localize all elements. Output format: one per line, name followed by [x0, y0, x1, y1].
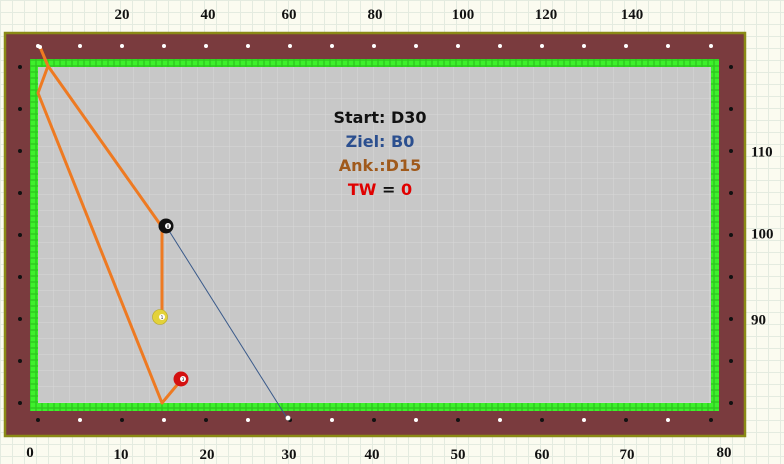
- ball-path: [36, 46, 184, 405]
- top-scale-label: 40: [200, 7, 216, 23]
- right-scale-label: 90: [751, 312, 766, 329]
- rail-diamond: [330, 418, 334, 422]
- rail-diamond: [729, 149, 733, 153]
- rail-diamond: [162, 418, 166, 422]
- rail-diamond: [372, 418, 376, 422]
- anchor-label: Ank.:: [338, 156, 386, 175]
- rail-diamond: [18, 65, 22, 69]
- red-ball: 3: [173, 371, 189, 387]
- tw-eq: =: [382, 180, 396, 199]
- top-scale-label: 140: [620, 7, 644, 23]
- bottom-scale-label: 80: [716, 445, 732, 461]
- bottom-scale-label: 20: [199, 447, 215, 463]
- rail-diamond: [414, 44, 418, 48]
- rail-diamond: [666, 418, 670, 422]
- top-scale-label: 60: [281, 7, 297, 23]
- table-cloth: [38, 67, 711, 403]
- rail-diamond: [78, 44, 82, 48]
- rail-diamond: [729, 107, 733, 111]
- start-line: Start: D30: [320, 106, 440, 130]
- rail-diamond: [498, 418, 502, 422]
- bottom-scale-label: 60: [534, 447, 550, 463]
- ball-number: 3: [182, 377, 185, 382]
- rail-diamond: [288, 44, 292, 48]
- tw-line: TW = 0: [320, 178, 440, 202]
- top-scale-label: 100: [451, 7, 475, 23]
- bottom-scale-label: 0: [26, 445, 34, 461]
- rail-diamond: [709, 418, 713, 422]
- rail-diamond: [204, 44, 208, 48]
- rail-diamond: [624, 44, 628, 48]
- rail-diamond: [456, 44, 460, 48]
- target-marker: [285, 415, 291, 421]
- shot-info: Start: D30 Ziel: B0 Ank.:D15 TW = 0: [320, 106, 440, 202]
- yellow-ball: 1: [152, 309, 168, 325]
- right-scale-label: 110: [751, 144, 773, 161]
- rail-diamond: [18, 275, 22, 279]
- anchor-line: Ank.:D15: [320, 154, 440, 178]
- rail-diamond: [540, 44, 544, 48]
- bottom-scale-label: 50: [450, 447, 466, 463]
- rail-diamonds: [18, 44, 733, 422]
- rail-diamond: [36, 418, 40, 422]
- rail-diamond: [414, 418, 418, 422]
- rail-diamond: [18, 233, 22, 237]
- rail-diamond: [162, 44, 166, 48]
- rail-diamond: [18, 149, 22, 153]
- rail-diamond: [372, 44, 376, 48]
- bottom-scale-label: 40: [364, 447, 380, 463]
- aim-line: [165, 225, 288, 419]
- rail-diamond: [666, 44, 670, 48]
- rail-diamond: [456, 418, 460, 422]
- rail-diamond: [729, 191, 733, 195]
- right-scale-label: 100: [751, 226, 774, 243]
- rail-diamond: [18, 359, 22, 363]
- rail-diamond: [120, 418, 124, 422]
- top-scale-label: 80: [367, 7, 383, 23]
- rail-diamond: [729, 401, 733, 405]
- rail-diamond: [330, 44, 334, 48]
- target-line: Ziel: B0: [320, 130, 440, 154]
- rail-diamond: [582, 44, 586, 48]
- start-marker: [38, 45, 42, 49]
- rail-diamond: [18, 401, 22, 405]
- rail-diamond: [246, 44, 250, 48]
- rail-diamond: [204, 418, 208, 422]
- rail-diamond: [729, 233, 733, 237]
- rail-diamond: [729, 359, 733, 363]
- anchor-value: D15: [385, 156, 422, 175]
- target-value: B0: [391, 132, 415, 151]
- rail-diamond: [246, 418, 250, 422]
- rail-diamond: [18, 107, 22, 111]
- tw-label: TW: [347, 180, 377, 199]
- start-label: Start:: [333, 108, 386, 127]
- ball-number: 8: [167, 224, 170, 229]
- rail-diamond: [729, 317, 733, 321]
- rail-diamond: [78, 418, 82, 422]
- bottom-scale-label: 70: [619, 447, 635, 463]
- top-scale-label: 20: [114, 7, 130, 23]
- bottom-scale-label: 10: [113, 447, 129, 463]
- tw-value: 0: [400, 180, 413, 199]
- rail-diamond: [582, 418, 586, 422]
- rail-diamond: [729, 275, 733, 279]
- bottom-scale-label: 30: [281, 447, 297, 463]
- start-value: D30: [390, 108, 427, 127]
- target-label: Ziel:: [345, 132, 386, 151]
- rail-diamond: [120, 44, 124, 48]
- rail-diamond: [540, 418, 544, 422]
- top-scale-label: 120: [534, 7, 558, 23]
- rail-diamond: [729, 65, 733, 69]
- rail-diamond: [624, 418, 628, 422]
- rail-diamond: [709, 44, 713, 48]
- ball-number: 1: [161, 315, 164, 320]
- black-ball: 8: [158, 218, 174, 234]
- rail-diamond: [18, 317, 22, 321]
- rail-diamond: [498, 44, 502, 48]
- rail-diamond: [18, 191, 22, 195]
